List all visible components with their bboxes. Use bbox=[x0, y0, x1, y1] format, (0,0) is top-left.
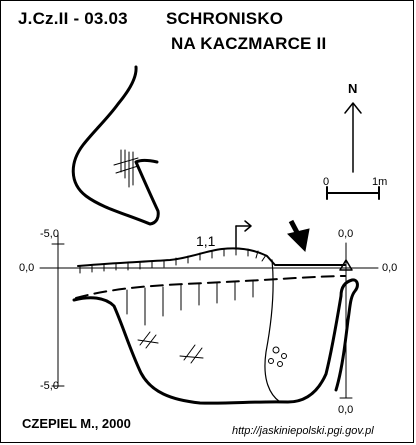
cave-roof-line bbox=[75, 275, 346, 299]
cave-name-line2: NA KACZMARCE II bbox=[171, 34, 327, 53]
north-label: N bbox=[348, 81, 358, 96]
cave-section-outline bbox=[72, 278, 359, 405]
roof-hatch bbox=[126, 280, 254, 326]
plan-view bbox=[71, 65, 160, 226]
floor-debris bbox=[137, 331, 204, 364]
scale-bar bbox=[326, 186, 380, 200]
axis-left-bottom-label: -5,0 bbox=[40, 380, 59, 392]
author-credit: CZEPIEL M., 2000 bbox=[22, 416, 131, 431]
blocks-symbol bbox=[268, 346, 287, 367]
north-arrow bbox=[344, 102, 362, 173]
source-url: http://jaskiniepolski.pgi.gov.pl bbox=[232, 425, 374, 437]
plan-outline bbox=[71, 65, 160, 226]
axis-right-zero-label: 0,0 bbox=[382, 262, 398, 274]
scale-label-zero: 0 bbox=[323, 176, 330, 188]
entrance-arrow bbox=[287, 219, 310, 253]
plan-slope-hatch bbox=[113, 149, 139, 188]
axis-left-zero-label: 0,0 bbox=[19, 262, 35, 274]
axis-right-top-label: 0,0 bbox=[338, 228, 354, 240]
fissure-line bbox=[264, 259, 281, 403]
surface-ticks bbox=[79, 247, 267, 274]
scale-label-one-meter: 1m bbox=[372, 176, 388, 188]
axis-right-bottom-label: 0,0 bbox=[338, 404, 354, 416]
surface-profile bbox=[77, 247, 346, 267]
section-axes bbox=[39, 233, 379, 399]
cave-code: J.Cz.II - 03.03 bbox=[18, 9, 128, 28]
station-label: 1,1 bbox=[196, 233, 216, 249]
cave-name-line1: SCHRONISKO bbox=[166, 9, 284, 28]
axis-left-top-label: -5,0 bbox=[40, 228, 59, 240]
station-flag bbox=[235, 220, 252, 249]
